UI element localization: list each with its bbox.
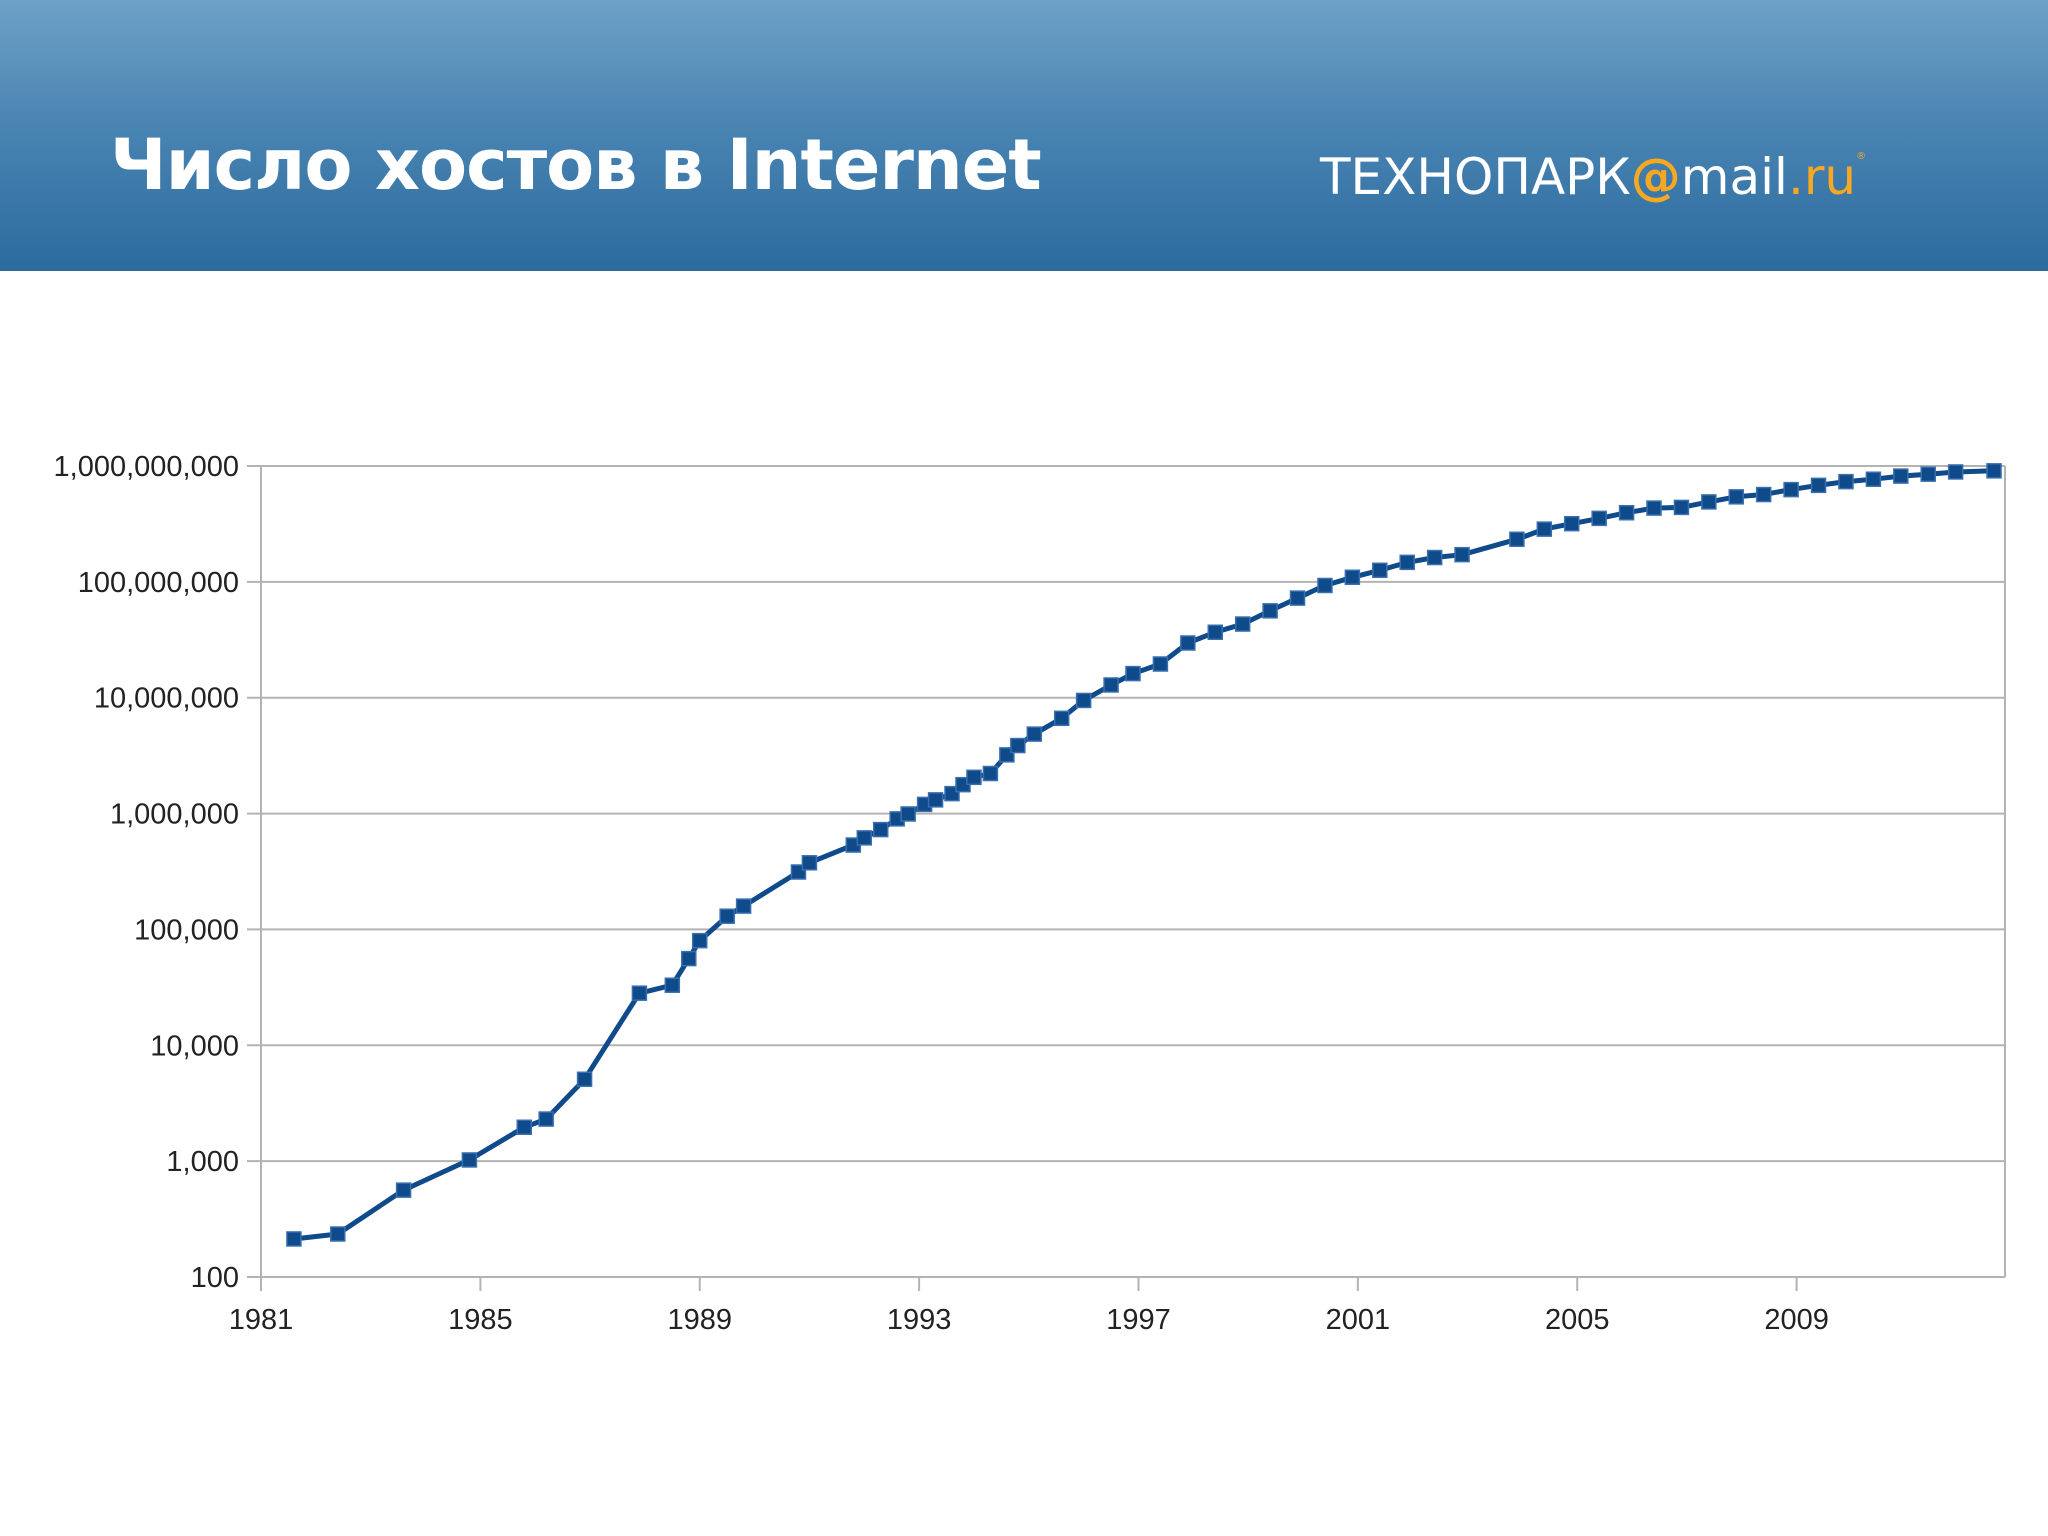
data-point-marker xyxy=(1399,554,1415,571)
data-point-marker xyxy=(1536,521,1553,537)
data-point-marker xyxy=(1755,486,1772,503)
data-point-marker xyxy=(576,1071,593,1088)
data-point-marker xyxy=(1986,463,2002,479)
data-point-marker xyxy=(1591,510,1607,527)
x-tick-label: 2001 xyxy=(1326,1304,1391,1336)
data-point-marker xyxy=(1893,468,1909,484)
data-point-marker xyxy=(872,821,889,838)
data-point-marker xyxy=(1317,577,1333,594)
x-tick-label: 1997 xyxy=(1106,1304,1171,1336)
data-point-marker xyxy=(1010,737,1026,754)
data-point-marker xyxy=(1103,677,1119,693)
data-point-marker xyxy=(1947,464,1964,480)
y-tick-label: 10,000,000 xyxy=(94,683,239,715)
data-point-marker xyxy=(1454,546,1470,563)
data-point-marker xyxy=(681,950,697,967)
slide-title: Число хостов в Internet xyxy=(110,124,1042,206)
data-point-marker xyxy=(1053,710,1070,727)
logo-dot: . xyxy=(1787,148,1804,206)
data-point-marker xyxy=(1509,531,1525,548)
data-point-marker xyxy=(982,765,999,782)
data-point-marker xyxy=(1920,466,1936,482)
data-point-marker xyxy=(1372,562,1388,579)
x-tick-label: 1993 xyxy=(887,1304,952,1336)
data-point-marker xyxy=(330,1226,346,1242)
y-tick-label: 1,000,000,000 xyxy=(54,451,239,483)
x-tick-label: 1989 xyxy=(667,1304,732,1336)
data-point-marker xyxy=(1865,471,1882,487)
logo-technopark: ТЕХНОПАРК xyxy=(1320,148,1631,206)
data-point-marker xyxy=(1701,494,1717,510)
slide-header: Число хостов в Internet ТЕХНОПАРК@mail.r… xyxy=(0,0,2048,271)
y-tick-label: 1,000,000 xyxy=(110,799,239,831)
data-point-marker xyxy=(516,1119,532,1136)
data-point-marker xyxy=(1207,624,1224,640)
data-point-marker xyxy=(1673,499,1690,516)
data-point-marker xyxy=(461,1152,478,1168)
logo-mail: mail xyxy=(1680,148,1788,206)
data-point-marker xyxy=(1618,504,1635,521)
y-tick-label: 100 xyxy=(191,1262,239,1294)
data-point-marker xyxy=(286,1231,302,1247)
data-point-marker xyxy=(1075,692,1092,709)
data-point-marker xyxy=(1180,635,1196,651)
y-tick-label: 100,000,000 xyxy=(78,567,239,599)
data-point-marker xyxy=(1262,603,1278,619)
data-point-marker xyxy=(1728,489,1745,505)
logo-ru: ru xyxy=(1803,148,1857,206)
data-point-marker xyxy=(927,792,944,808)
data-point-marker xyxy=(664,977,681,993)
data-point-marker xyxy=(900,806,916,822)
x-tick-label: 2009 xyxy=(1764,1304,1829,1336)
y-tick-label: 100,000 xyxy=(134,914,239,946)
logo-registered-mark: ® xyxy=(1856,151,1867,162)
x-tick-label: 1985 xyxy=(448,1304,513,1336)
y-tick-label: 10,000 xyxy=(150,1030,239,1062)
data-point-marker xyxy=(966,769,982,786)
data-point-marker xyxy=(735,898,752,914)
data-point-marker xyxy=(801,855,818,871)
x-tick-label: 1981 xyxy=(229,1304,294,1336)
data-point-marker xyxy=(691,932,708,949)
data-point-marker xyxy=(1125,665,1141,682)
data-point-marker xyxy=(1289,590,1306,606)
data-point-marker xyxy=(1234,616,1251,632)
data-point-marker xyxy=(1344,569,1361,586)
data-point-marker xyxy=(1026,726,1043,742)
x-tick-label: 2005 xyxy=(1545,1304,1610,1336)
logo-at: @ xyxy=(1630,148,1681,206)
data-point-marker xyxy=(1426,549,1443,566)
data-point-marker xyxy=(1810,477,1827,494)
data-point-marker xyxy=(1646,500,1662,516)
data-point-marker xyxy=(631,985,648,1001)
data-point-marker xyxy=(538,1111,554,1127)
y-tick-label: 1,000 xyxy=(166,1146,239,1178)
data-point-marker xyxy=(1152,656,1169,672)
data-point-marker xyxy=(1783,481,1799,498)
technopark-mailru-logo: ТЕХНОПАРК@mail.ru® xyxy=(1320,151,1867,203)
data-point-marker xyxy=(1563,515,1580,532)
data-point-marker xyxy=(1838,473,1854,490)
data-point-marker xyxy=(719,908,735,924)
data-point-marker xyxy=(856,830,873,846)
data-point-marker xyxy=(395,1182,412,1198)
